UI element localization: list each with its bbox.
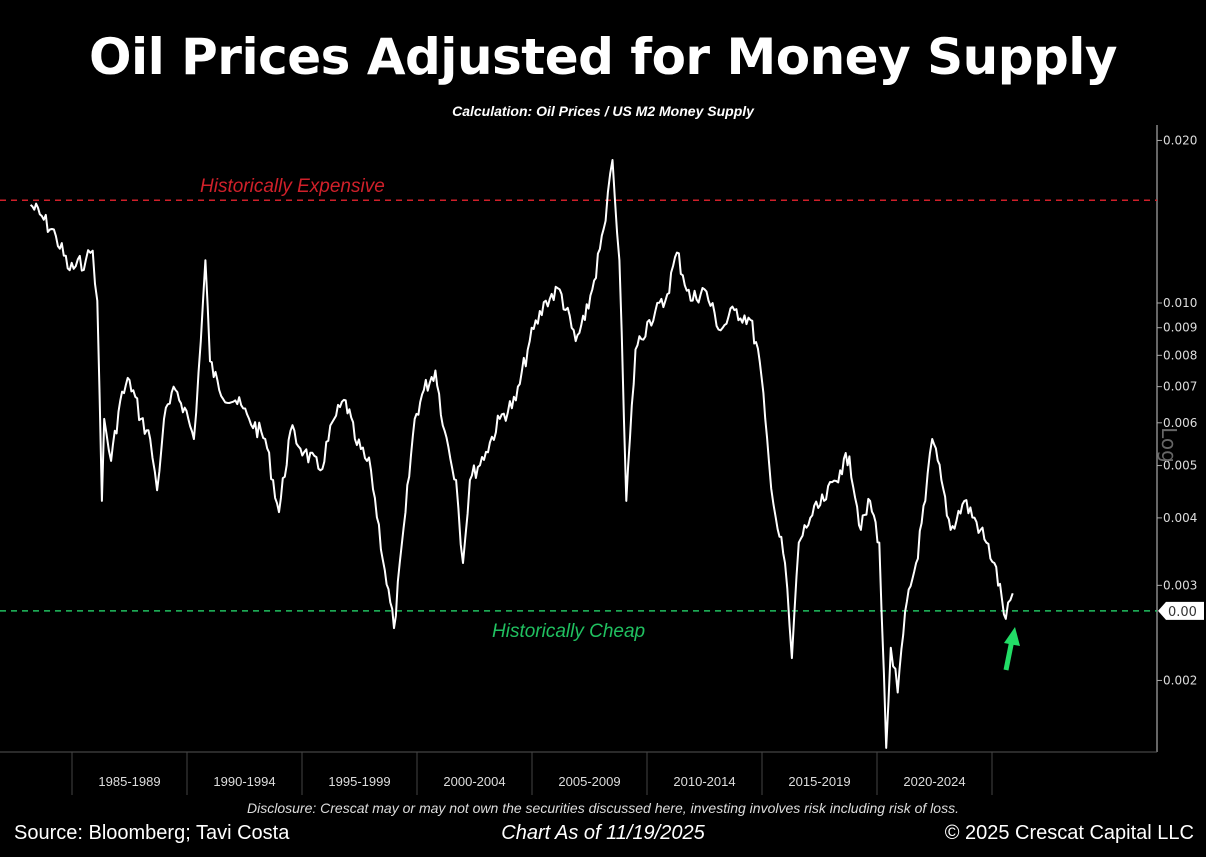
x-tick-label: 2015-2019 bbox=[788, 774, 850, 789]
y-tick-label: 0.007 bbox=[1163, 380, 1197, 394]
y-tick-label: 0.002 bbox=[1163, 673, 1197, 687]
reference-label: Historically Expensive bbox=[200, 176, 385, 197]
y-axis-label: Log bbox=[1157, 427, 1181, 463]
arrow-icon bbox=[1003, 627, 1020, 671]
x-tick-label: 1995-1999 bbox=[328, 774, 390, 789]
arrow-head bbox=[1004, 627, 1020, 646]
last-value-label: 0.00 bbox=[1168, 605, 1197, 620]
x-tick-label: 1985-1989 bbox=[98, 774, 160, 789]
y-tick-label: 0.010 bbox=[1163, 296, 1197, 310]
series-line bbox=[29, 159, 1014, 749]
chart-subtitle: Calculation: Oil Prices / US M2 Money Su… bbox=[452, 103, 754, 119]
x-tick-label: 2010-2014 bbox=[673, 774, 735, 789]
chart-title: Oil Prices Adjusted for Money Supply bbox=[88, 28, 1118, 86]
y-tick-label: 0.006 bbox=[1163, 416, 1197, 430]
axes: 0.020 0.010 0.009 0.008 0.007 0.006 0.005 0.004… bbox=[0, 125, 1197, 795]
source-text: Source: Bloomberg; Tavi Costa bbox=[14, 822, 290, 844]
y-tick-label: 0.008 bbox=[1163, 348, 1197, 362]
x-tick-label: 2020-2024 bbox=[903, 774, 965, 789]
x-tick-label: 2000-2004 bbox=[443, 774, 505, 789]
as-of-date: Chart As of 11/19/2025 bbox=[501, 822, 705, 844]
copyright: © 2025 Crescat Capital LLC bbox=[944, 822, 1194, 844]
y-tick-label: 0.020 bbox=[1163, 133, 1197, 147]
last-value-tag bbox=[1158, 601, 1204, 620]
arrow-shaft bbox=[1003, 639, 1015, 671]
x-tick-label: 1990-1994 bbox=[213, 774, 275, 789]
disclosure: Disclosure: Crescat may or may not own t… bbox=[247, 800, 959, 816]
y-tick-label: 0.009 bbox=[1163, 321, 1197, 335]
y-tick-label: 0.005 bbox=[1163, 459, 1197, 473]
reference-label: Historically Cheap bbox=[492, 621, 645, 642]
reference-lines: Historically Expensive Historically Cheap… bbox=[0, 176, 1204, 642]
y-tick-label: 0.003 bbox=[1163, 578, 1197, 592]
y-tick-label: 0.004 bbox=[1163, 511, 1197, 525]
x-tick-label: 2005-2009 bbox=[558, 774, 620, 789]
